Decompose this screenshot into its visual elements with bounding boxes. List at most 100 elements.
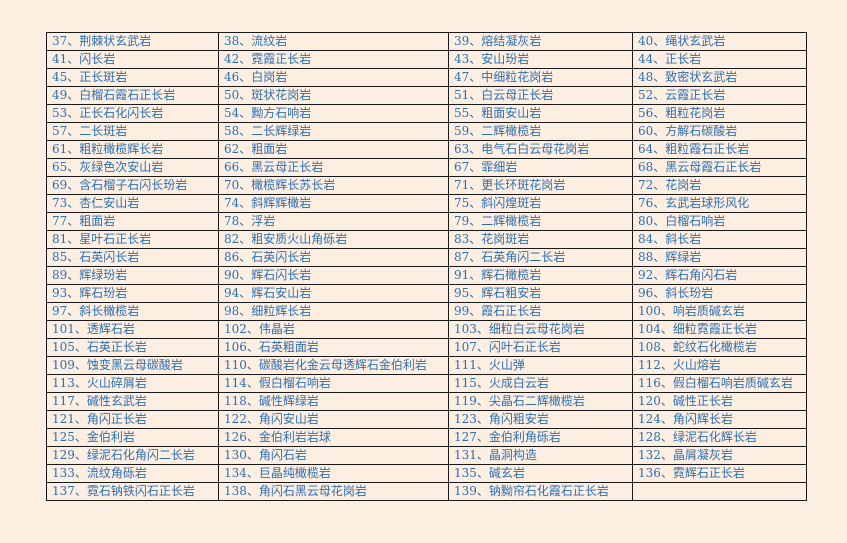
table-row: 41、闪长岩 42、霓霞正长岩 43、安山玢岩 44、正长岩 <box>46 50 807 69</box>
table-cell: 129、绿泥石化角闪二长岩 <box>46 446 219 465</box>
table-cell: 117、碱性玄武岩 <box>46 392 219 411</box>
table-cell: 125、金伯利岩 <box>46 428 219 447</box>
table-cell: 61、粗粒橄榄辉长岩 <box>46 140 219 159</box>
table-cell: 101、透辉石岩 <box>46 320 219 339</box>
table-cell: 105、石英正长岩 <box>46 338 219 357</box>
table-cell: 90、辉石闪长岩 <box>218 266 449 285</box>
table-cell: 66、黑云母正长岩 <box>218 158 449 177</box>
table-row: 109、蚀变黑云母碳酸岩 110、碳酸岩化金云母透辉石金伯利岩 111、火山弹 112… <box>46 356 807 375</box>
table-cell: 102、伟晶岩 <box>218 320 449 339</box>
table-row: 73、杏仁安山岩 74、斜辉辉橄岩 75、斜闪煌斑岩 76、玄武岩球形风化 <box>46 194 807 213</box>
table-row: 69、含石榴子石闪长玢岩 70、橄榄辉长苏长岩 71、更长环斑花岗岩 72、花岗岩 <box>46 176 807 195</box>
table-cell: 123、角闪粗安岩 <box>448 410 633 429</box>
table-cell: 39、熔结凝灰岩 <box>448 32 633 51</box>
table-row: 113、火山碎屑岩 114、假白榴石响岩 115、火成白云岩 116、假白榴石响岩质碱… <box>46 374 807 393</box>
table-cell: 103、细粒白云母花岗岩 <box>448 320 633 339</box>
table-cell: 48、致密状玄武岩 <box>632 68 807 87</box>
table-row: 137、霓石钠铁闪石正长岩 138、角闪石黑云母花岗岩 139、钠黝帘石化霞石正长岩 <box>46 482 807 501</box>
table-cell: 69、含石榴子石闪长玢岩 <box>46 176 219 195</box>
table-cell: 107、闪叶石正长岩 <box>448 338 633 357</box>
table-cell: 120、碱性正长岩 <box>632 392 807 411</box>
table-cell: 53、正长石化闪长岩 <box>46 104 219 123</box>
rock-list-body: 37、荆棘状玄武岩 38、流纹岩 39、熔结凝灰岩 40、绳状玄武岩 41、闪长岩 42、… <box>46 32 807 501</box>
table-cell: 65、灰绿色次安山岩 <box>46 158 219 177</box>
table-row: 45、正长斑岩 46、白岗岩 47、中细粒花岗岩 48、致密状玄武岩 <box>46 68 807 87</box>
table-cell: 85、石英闪长岩 <box>46 248 219 267</box>
table-cell: 111、火山弹 <box>448 356 633 375</box>
table-cell: 59、二辉橄榄岩 <box>448 122 633 141</box>
table-cell: 106、石英粗面岩 <box>218 338 449 357</box>
table-cell: 80、白榴石响岩 <box>632 212 807 231</box>
table-cell: 40、绳状玄武岩 <box>632 32 807 51</box>
table-cell: 62、粗面岩 <box>218 140 449 159</box>
table-cell: 50、斑状花岗岩 <box>218 86 449 105</box>
table-cell: 67、霏细岩 <box>448 158 633 177</box>
table-cell: 71、更长环斑花岗岩 <box>448 176 633 195</box>
table-cell: 128、绿泥石化辉长岩 <box>632 428 807 447</box>
table-cell: 137、霓石钠铁闪石正长岩 <box>46 482 219 501</box>
table-cell: 52、云霞正长岩 <box>632 86 807 105</box>
table-cell: 77、粗面岩 <box>46 212 219 231</box>
table-row: 105、石英正长岩 106、石英粗面岩 107、闪叶石正长岩 108、蛇纹石化橄榄岩 <box>46 338 807 357</box>
table-row: 89、辉绿玢岩 90、辉石闪长岩 91、辉石橄榄岩 92、辉石角闪石岩 <box>46 266 807 285</box>
table-cell: 44、正长岩 <box>632 50 807 69</box>
table-row: 121、角闪正长岩 122、角闪安山岩 123、角闪粗安岩 124、角闪辉长岩 <box>46 410 807 429</box>
table-row: 125、金伯利岩 126、金伯利岩岩球 127、金伯利角砾岩 128、绿泥石化辉长岩 <box>46 428 807 447</box>
table-cell: 113、火山碎屑岩 <box>46 374 219 393</box>
rock-list-table: 37、荆棘状玄武岩 38、流纹岩 39、熔结凝灰岩 40、绳状玄武岩 41、闪长岩 42、… <box>46 32 807 501</box>
table-row: 53、正长石化闪长岩 54、黝方石响岩 55、粗面安山岩 56、粗粒花岗岩 <box>46 104 807 123</box>
table-cell: 134、巨晶纯橄榄岩 <box>218 464 449 483</box>
table-cell: 75、斜闪煌斑岩 <box>448 194 633 213</box>
table-row: 101、透辉石岩 102、伟晶岩 103、细粒白云母花岗岩 104、细粒霓霞正长岩 <box>46 320 807 339</box>
table-cell: 115、火成白云岩 <box>448 374 633 393</box>
table-cell: 139、钠黝帘石化霞石正长岩 <box>448 482 633 501</box>
table-row: 37、荆棘状玄武岩 38、流纹岩 39、熔结凝灰岩 40、绳状玄武岩 <box>46 32 807 51</box>
table-cell: 114、假白榴石响岩 <box>218 374 449 393</box>
table-cell: 132、晶屑凝灰岩 <box>632 446 807 465</box>
table-row: 81、星叶石正长岩 82、粗安质火山角砾岩 83、花岗斑岩 84、斜长岩 <box>46 230 807 249</box>
table-row: 93、辉石玢岩 94、辉石安山岩 95、辉石粗安岩 96、斜长玢岩 <box>46 284 807 303</box>
table-cell: 72、花岗岩 <box>632 176 807 195</box>
table-cell: 83、花岗斑岩 <box>448 230 633 249</box>
table-cell: 64、粗粒霞石正长岩 <box>632 140 807 159</box>
table-cell: 88、辉绿岩 <box>632 248 807 267</box>
table-cell: 82、粗安质火山角砾岩 <box>218 230 449 249</box>
table-cell: 41、闪长岩 <box>46 50 219 69</box>
table-cell: 122、角闪安山岩 <box>218 410 449 429</box>
table-cell: 127、金伯利角砾岩 <box>448 428 633 447</box>
table-row: 85、石英闪长岩 86、石英闪长岩 87、石英角闪二长岩 88、辉绿岩 <box>46 248 807 267</box>
table-cell: 97、斜长橄榄岩 <box>46 302 219 321</box>
table-cell: 42、霓霞正长岩 <box>218 50 449 69</box>
table-cell <box>632 482 807 501</box>
table-cell: 58、二长辉绿岩 <box>218 122 449 141</box>
table-cell: 47、中细粒花岗岩 <box>448 68 633 87</box>
table-cell: 136、霓辉石正长岩 <box>632 464 807 483</box>
table-cell: 130、角闪石岩 <box>218 446 449 465</box>
table-cell: 126、金伯利岩岩球 <box>218 428 449 447</box>
table-cell: 45、正长斑岩 <box>46 68 219 87</box>
table-cell: 74、斜辉辉橄岩 <box>218 194 449 213</box>
table-cell: 121、角闪正长岩 <box>46 410 219 429</box>
table-cell: 87、石英角闪二长岩 <box>448 248 633 267</box>
table-cell: 55、粗面安山岩 <box>448 104 633 123</box>
table-cell: 133、流纹角砾岩 <box>46 464 219 483</box>
table-cell: 124、角闪辉长岩 <box>632 410 807 429</box>
table-cell: 98、细粒辉长岩 <box>218 302 449 321</box>
table-cell: 76、玄武岩球形风化 <box>632 194 807 213</box>
table-cell: 93、辉石玢岩 <box>46 284 219 303</box>
table-cell: 60、方解石碳酸岩 <box>632 122 807 141</box>
table-cell: 109、蚀变黑云母碳酸岩 <box>46 356 219 375</box>
table-row: 61、粗粒橄榄辉长岩 62、粗面岩 63、电气石白云母花岗岩 64、粗粒霞石正长岩 <box>46 140 807 159</box>
table-cell: 119、尖晶石二辉橄榄岩 <box>448 392 633 411</box>
table-cell: 86、石英闪长岩 <box>218 248 449 267</box>
table-cell: 131、晶洞构造 <box>448 446 633 465</box>
table-cell: 89、辉绿玢岩 <box>46 266 219 285</box>
table-cell: 92、辉石角闪石岩 <box>632 266 807 285</box>
table-cell: 78、浮岩 <box>218 212 449 231</box>
table-cell: 49、白榴石霞石正长岩 <box>46 86 219 105</box>
table-cell: 94、辉石安山岩 <box>218 284 449 303</box>
table-row: 133、流纹角砾岩 134、巨晶纯橄榄岩 135、碱玄岩 136、霓辉石正长岩 <box>46 464 807 483</box>
table-row: 97、斜长橄榄岩 98、细粒辉长岩 99、霞石正长岩 100、响岩质碱玄岩 <box>46 302 807 321</box>
table-row: 65、灰绿色次安山岩 66、黑云母正长岩 67、霏细岩 68、黑云母霞石正长岩 <box>46 158 807 177</box>
table-row: 129、绿泥石化角闪二长岩 130、角闪石岩 131、晶洞构造 132、晶屑凝灰岩 <box>46 446 807 465</box>
